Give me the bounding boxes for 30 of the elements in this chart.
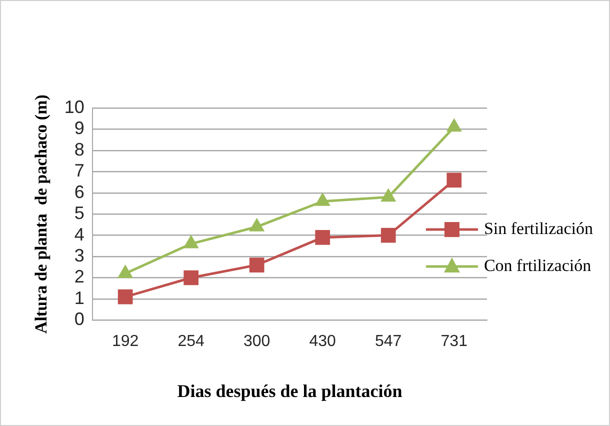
x-tick-label: 430 xyxy=(309,333,336,350)
y-tick-label: 2 xyxy=(74,266,84,287)
y-tick-label: 6 xyxy=(74,182,84,202)
point xyxy=(314,192,330,206)
y-tick-label: 9 xyxy=(74,118,84,138)
y-tick-label: 3 xyxy=(74,246,84,266)
x-axis-title: Dias después de la plantación xyxy=(177,380,402,401)
point xyxy=(249,258,264,272)
legend-label: Con frtilización xyxy=(484,256,592,276)
y-tick-label: 0 xyxy=(74,309,84,330)
y-tick-label: 1 xyxy=(74,288,84,308)
y-axis-title: Altura de planta de pachaco (m) xyxy=(32,94,51,334)
x-tick-label: 254 xyxy=(178,333,205,350)
point xyxy=(380,188,396,202)
x-tick-label: 731 xyxy=(440,333,468,350)
y-tick-label: 10 xyxy=(64,96,84,117)
x-tick-label: 192 xyxy=(112,333,139,350)
x-tick-label: 547 xyxy=(375,333,402,350)
point xyxy=(380,228,396,243)
x-tick-label: 300 xyxy=(243,333,270,350)
point xyxy=(118,289,133,304)
point xyxy=(446,118,462,132)
y-tick-label: 5 xyxy=(74,203,84,224)
legend-label: Sin fertilización xyxy=(484,219,594,238)
y-tick-label: 8 xyxy=(74,139,84,160)
point xyxy=(315,230,330,245)
y-tick-label: 4 xyxy=(74,224,84,244)
y-tick-label: 7 xyxy=(74,160,84,181)
point xyxy=(249,218,265,232)
point xyxy=(184,270,198,286)
